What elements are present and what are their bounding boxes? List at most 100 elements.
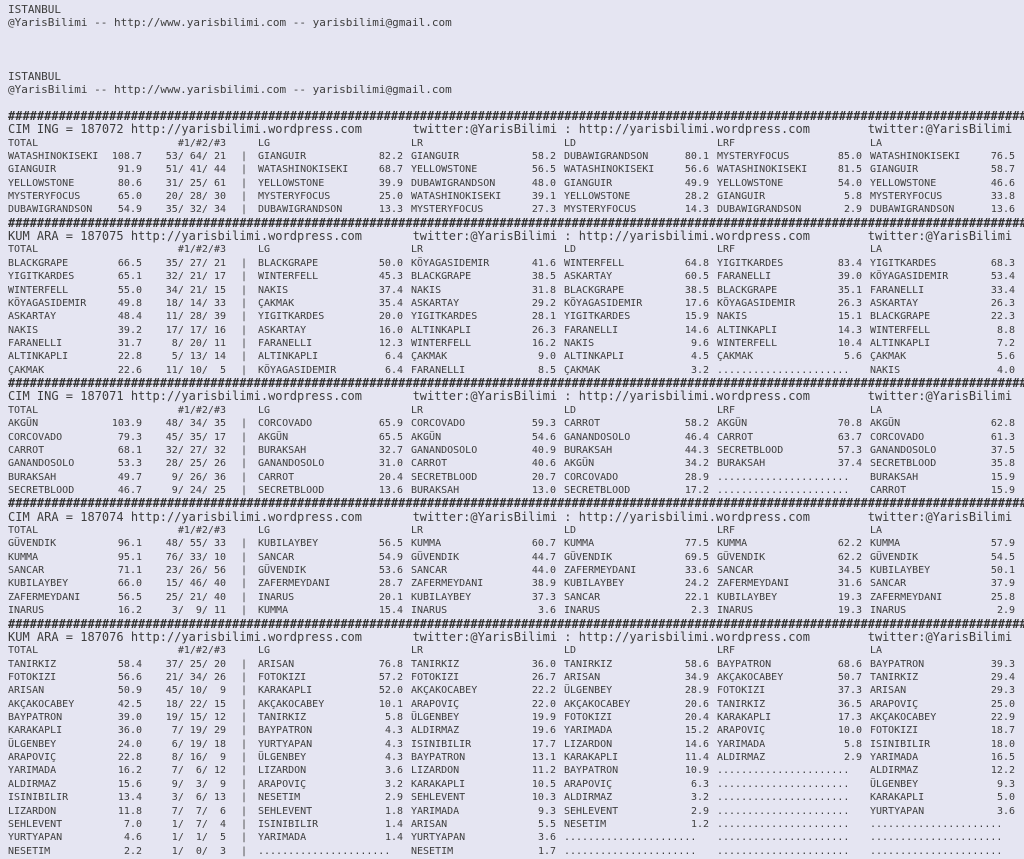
column-gap bbox=[980, 404, 1023, 417]
total-value: 22.6 bbox=[117, 364, 142, 376]
place-stats: 17/ 17/ 16 bbox=[165, 324, 226, 336]
la-horse-name: INARUS bbox=[870, 605, 907, 617]
lr-horse-name: CORCOVADO bbox=[411, 418, 466, 430]
column-gap bbox=[827, 524, 870, 537]
ld-value: 28.9 bbox=[684, 471, 709, 483]
table-row: INARUS 16.2 3/ 9/ 11 | KUMMA 15.4 INARUS 3.6 IN… bbox=[0, 604, 1024, 617]
ld-horse-name: SECRETBLOOD bbox=[564, 484, 631, 496]
lg-horse-name: INARUS bbox=[258, 591, 295, 603]
place-stats: 45/ 10/ 9 bbox=[165, 685, 226, 697]
lrf-value: 14.3 bbox=[837, 324, 862, 336]
lr-horse-name: BURAKSAH bbox=[411, 484, 460, 496]
la-value: 29.3 bbox=[990, 685, 1015, 697]
column-divider: | bbox=[240, 418, 248, 430]
table-header-row: TOTAL #1/#2/#3 LG LR LD LRF LA bbox=[0, 243, 1024, 256]
ld-value: 14.3 bbox=[684, 204, 709, 216]
ld-empty-dots: ...................... bbox=[564, 845, 697, 857]
ld-horse-name: KÖYAGASIDEMIR bbox=[564, 297, 643, 309]
ld-value: 44.3 bbox=[684, 444, 709, 456]
lrf-empty-dots: ...................... bbox=[717, 364, 850, 376]
table-row: AKGÜN 103.9 48/ 34/ 35 | CORCOVADO 65.9 CORCOV… bbox=[0, 417, 1024, 430]
column-divider: | bbox=[240, 738, 248, 750]
lr-value: 56.5 bbox=[531, 164, 556, 176]
la-horse-name: KUBILAYBEY bbox=[870, 565, 931, 577]
la-horse-name: ISINIBILIR bbox=[870, 738, 931, 750]
horse-name: GANANDOSOLO bbox=[8, 458, 75, 470]
column-header-lrf: LRF bbox=[717, 137, 736, 149]
lrf-value: 2.9 bbox=[843, 204, 862, 216]
ld-horse-name: TANIRKIZ bbox=[564, 658, 613, 670]
total-value: 36.0 bbox=[117, 725, 142, 737]
lrf-value: 36.5 bbox=[837, 698, 862, 710]
lg-horse-name: ÇAKMAK bbox=[258, 297, 295, 309]
place-stats: 18/ 14/ 33 bbox=[165, 297, 226, 309]
la-horse-name: CORCOVADO bbox=[870, 431, 925, 443]
horse-name: CORCOVADO bbox=[8, 431, 63, 443]
column-gap bbox=[521, 524, 564, 537]
lrf-horse-name: MYSTERYFOCUS bbox=[717, 150, 790, 162]
la-horse-name: ARAPOVIÇ bbox=[870, 698, 919, 710]
ld-horse-name: ARAPOVIÇ bbox=[564, 778, 613, 790]
place-stats: 9/ 24/ 25 bbox=[165, 484, 226, 496]
lrf-value: 39.0 bbox=[837, 271, 862, 283]
place-stats: 9/ 26/ 36 bbox=[165, 471, 226, 483]
lr-value: 40.6 bbox=[531, 458, 556, 470]
column-divider: | bbox=[240, 297, 248, 309]
la-horse-name: AKGÜN bbox=[870, 418, 901, 430]
lrf-value: 5.8 bbox=[843, 738, 862, 750]
lr-value: 13.0 bbox=[531, 484, 556, 496]
column-gap bbox=[230, 644, 258, 657]
lr-value: 60.7 bbox=[531, 538, 556, 550]
lr-horse-name: TANIRKIZ bbox=[411, 658, 460, 670]
lg-value: 12.3 bbox=[378, 337, 403, 349]
lg-value: 52.0 bbox=[378, 685, 403, 697]
ld-value: 4.5 bbox=[690, 351, 709, 363]
column-gap bbox=[674, 644, 717, 657]
total-value: 71.1 bbox=[117, 565, 142, 577]
table-row: KUBILAYBEY 66.0 15/ 46/ 40 | ZAFERMEYDANI 28.… bbox=[0, 577, 1024, 590]
lr-horse-name: WATASHINOKISEKI bbox=[411, 191, 502, 203]
lr-horse-name: ALDIRMAZ bbox=[411, 725, 460, 737]
table-row: KÖYAGASIDEMIR 49.8 18/ 14/ 33 | ÇAKMAK 35.4 AS… bbox=[0, 297, 1024, 310]
lrf-horse-name: FOTOKIZI bbox=[717, 685, 766, 697]
column-divider: | bbox=[240, 765, 248, 777]
lr-value: 36.0 bbox=[531, 658, 556, 670]
column-header-lg: LG bbox=[258, 404, 271, 416]
section-title: CIM ING = 187072 http://yarisbilimi.word… bbox=[8, 123, 1013, 137]
column-divider: | bbox=[240, 551, 248, 563]
total-value: 7.0 bbox=[123, 818, 142, 830]
lrf-horse-name: KUMMA bbox=[717, 538, 748, 550]
column-gap bbox=[230, 404, 258, 417]
lg-horse-name: AKÇAKOCABEY bbox=[258, 698, 325, 710]
lrf-value: 19.3 bbox=[837, 605, 862, 617]
lrf-value: 15.1 bbox=[837, 311, 862, 323]
column-header-ld: LD bbox=[564, 244, 577, 256]
lg-horse-name: LIZARDON bbox=[258, 765, 307, 777]
ld-horse-name: ÇAKMAK bbox=[564, 364, 601, 376]
lrf-horse-name: BLACKGRAPE bbox=[717, 284, 778, 296]
lrf-value: 50.7 bbox=[837, 671, 862, 683]
table-row: DUBAWIGRANDSON 54.9 35/ 32/ 34 | DUBAWIGRAND… bbox=[0, 203, 1024, 216]
lg-horse-name: FARANELLI bbox=[258, 337, 313, 349]
table-row: ZAFERMEYDANI 56.5 25/ 21/ 40 | INARUS 20.1 KUB… bbox=[0, 591, 1024, 604]
column-header-ld: LD bbox=[564, 645, 577, 657]
la-value: 3.6 bbox=[996, 805, 1015, 817]
lrf-value: 5.8 bbox=[843, 191, 862, 203]
table-row: ARAPOVIÇ 22.8 8/ 16/ 9 | ÜLGENBEY 4.3 BAYPATR… bbox=[0, 751, 1024, 764]
la-empty-dots: ...................... bbox=[870, 845, 1003, 857]
ld-horse-name: SANCAR bbox=[564, 591, 601, 603]
column-header-stats: #1/#2/#3 bbox=[177, 244, 226, 256]
ld-horse-name: FARANELLI bbox=[564, 324, 619, 336]
column-header-la: LA bbox=[870, 525, 883, 537]
place-stats: 51/ 41/ 44 bbox=[165, 164, 226, 176]
column-gap bbox=[827, 137, 870, 150]
lrf-horse-name: GIANGUIR bbox=[717, 191, 766, 203]
table-row: FOTOKIZI 56.6 21/ 34/ 26 | FOTOKIZI 57.2 FOTOK… bbox=[0, 671, 1024, 684]
total-value: 49.7 bbox=[117, 471, 142, 483]
lr-value: 3.6 bbox=[537, 832, 556, 844]
table-row: NAKIS 39.2 17/ 17/ 16 | ASKARTAY 16.0 ALTINKAP… bbox=[0, 324, 1024, 337]
column-divider: | bbox=[240, 685, 248, 697]
place-stats: 8/ 16/ 9 bbox=[165, 752, 226, 764]
lg-value: 54.9 bbox=[378, 551, 403, 563]
table-row: SANCAR 71.1 23/ 26/ 56 | GÜVENDIK 53.6 SANCAR 4… bbox=[0, 564, 1024, 577]
